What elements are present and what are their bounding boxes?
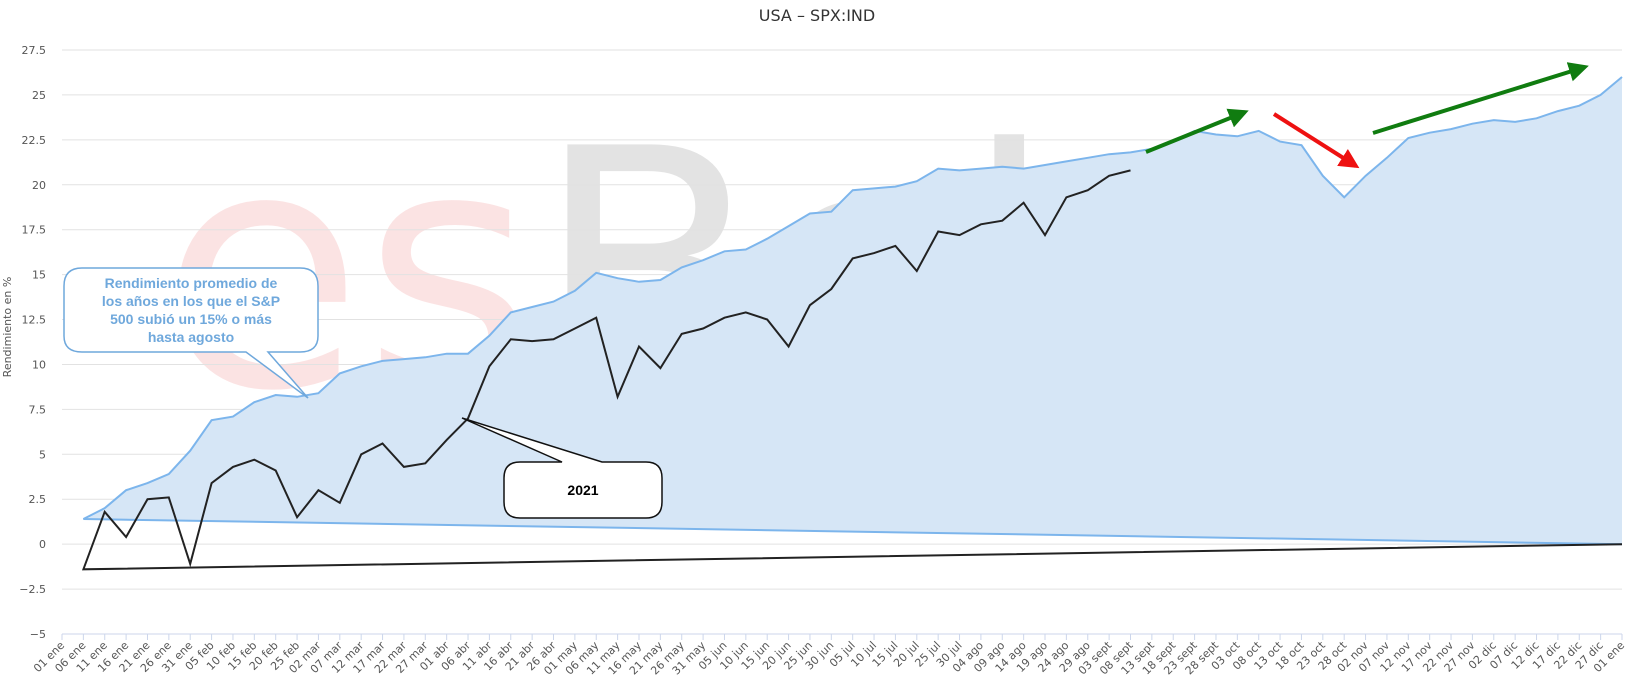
average-area [83, 77, 1622, 545]
average-callout-line-4: hasta agosto [148, 329, 234, 345]
y-tick-label: 27.5 [22, 44, 47, 57]
y-tick-label: 7.5 [29, 403, 47, 416]
average-line [82, 76, 1623, 546]
green-arrow-1 [1145, 108, 1249, 154]
y-tick-label: −2.5 [19, 583, 46, 596]
y-tick-label: −5 [30, 628, 46, 641]
y-tick-label: 5 [39, 448, 46, 461]
line-2021 [81, 169, 1623, 571]
y-tick-label: 2.5 [29, 493, 47, 506]
average-callout: Rendimiento promedio de los años en los … [63, 267, 319, 399]
y-tick-label: 12.5 [22, 314, 47, 327]
y-tick-label: 17.5 [22, 224, 47, 237]
y-tick-label: 15 [32, 269, 46, 282]
y-tick-label: 25 [32, 89, 46, 102]
average-callout-line-1: Rendimiento promedio de [105, 275, 278, 291]
y-axis-label: Rendimiento en % [1, 277, 14, 378]
chart-title: USA – SPX:IND [759, 6, 875, 25]
y-tick-label: 10 [32, 358, 46, 371]
green-arrow-2 [1372, 62, 1589, 135]
y-tick-label: 0 [39, 538, 46, 551]
red-arrow [1272, 112, 1360, 169]
callout-2021: 2021 [461, 417, 663, 519]
average-callout-line-3: 500 subió un 15% o más [110, 311, 272, 327]
y-tick-label: 22.5 [22, 134, 47, 147]
average-callout-line-2: los años en los que el S&P [102, 293, 280, 309]
callout-2021-label: 2021 [567, 482, 598, 498]
y-axis: −5 −2.5 0 2.5 5 7.5 10 12.5 15 17.5 20 22.5 25 27.5 [19, 44, 46, 641]
y-tick-label: 20 [32, 179, 46, 192]
